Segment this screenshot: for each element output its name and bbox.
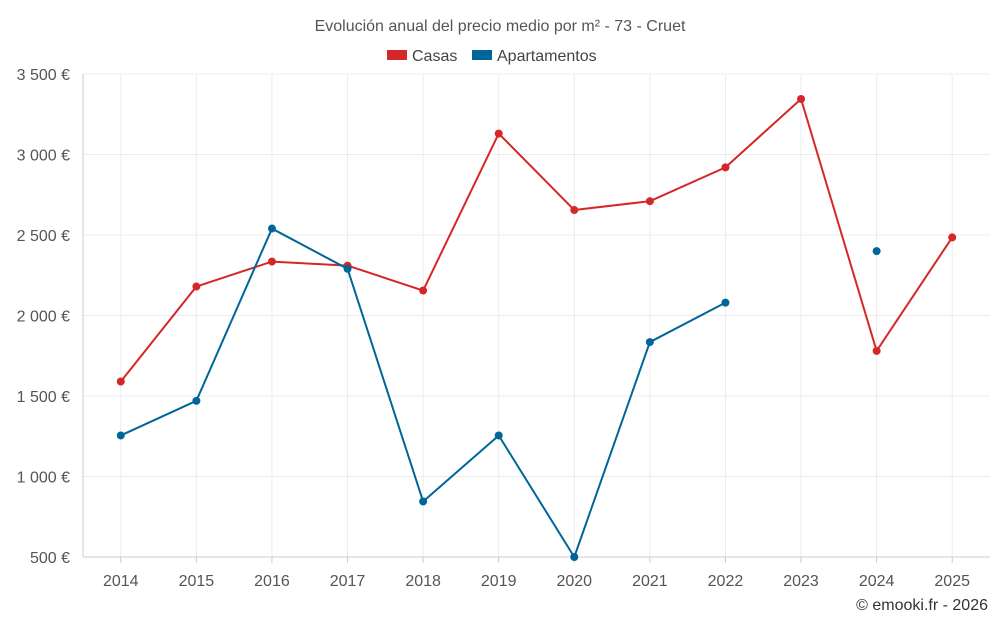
point-apartamentos-2018	[419, 497, 428, 506]
series-apartamentos	[116, 224, 881, 561]
series	[116, 94, 957, 561]
x-tick-label: 2016	[254, 573, 290, 590]
legend-swatch-apartamentos	[472, 50, 492, 60]
x-tick-label: 2025	[934, 573, 970, 590]
point-casas-2018	[419, 286, 428, 295]
x-tick-label: 2018	[405, 573, 441, 590]
y-tick-label: 1 500 €	[17, 389, 70, 406]
legend-label-apartamentos: Apartamentos	[497, 48, 597, 65]
legend-label-casas: Casas	[412, 48, 457, 65]
y-tick-label: 2 500 €	[17, 228, 70, 245]
point-apartamentos-2014	[116, 431, 125, 440]
y-tick-label: 3 500 €	[17, 67, 70, 84]
x-tick-label: 2020	[556, 573, 592, 590]
y-tick-label: 500 €	[30, 550, 70, 567]
x-tick-label: 2023	[783, 573, 819, 590]
point-apartamentos-2022	[721, 298, 730, 307]
point-apartamentos-2015	[192, 396, 201, 405]
point-casas-2014	[116, 377, 125, 386]
y-tick-label: 3 000 €	[17, 148, 70, 165]
chart-title: Evolución anual del precio medio por m² …	[315, 18, 686, 35]
copyright-credit: © emooki.fr - 2026	[856, 597, 988, 614]
x-tick-label: 2014	[103, 573, 139, 590]
point-casas-2022	[721, 163, 730, 172]
x-tick-label: 2019	[481, 573, 517, 590]
x-tick-label: 2022	[708, 573, 744, 590]
point-casas-2015	[192, 282, 201, 291]
x-tick-label: 2015	[179, 573, 215, 590]
x-tick-label: 2021	[632, 573, 668, 590]
point-casas-2023	[797, 94, 806, 103]
y-tick-label: 1 000 €	[17, 470, 70, 487]
point-apartamentos-2020	[570, 553, 579, 561]
point-casas-2024	[872, 346, 881, 355]
point-apartamentos-2024	[872, 247, 881, 256]
point-apartamentos-2017	[343, 264, 352, 273]
point-apartamentos-2019	[494, 431, 503, 440]
point-casas-2025	[948, 233, 957, 242]
axes: 500 € 1 000 € 1 500 € 2 000 € 2 500 € 3 000 €…	[17, 67, 990, 590]
line-casas	[120, 97, 954, 383]
x-tick-label: 2024	[859, 573, 895, 590]
point-casas-2016	[267, 257, 276, 266]
point-casas-2020	[570, 206, 579, 215]
y-tick-label: 2 000 €	[17, 309, 70, 326]
point-casas-2019	[494, 129, 503, 138]
point-apartamentos-2021	[645, 338, 654, 347]
legend: Casas Apartamentos	[387, 48, 597, 65]
grid	[83, 73, 990, 557]
series-casas	[116, 94, 957, 386]
legend-swatch-casas	[387, 50, 407, 60]
x-tick-label: 2017	[330, 573, 366, 590]
point-apartamentos-2016	[267, 224, 276, 233]
point-casas-2021	[645, 197, 654, 206]
